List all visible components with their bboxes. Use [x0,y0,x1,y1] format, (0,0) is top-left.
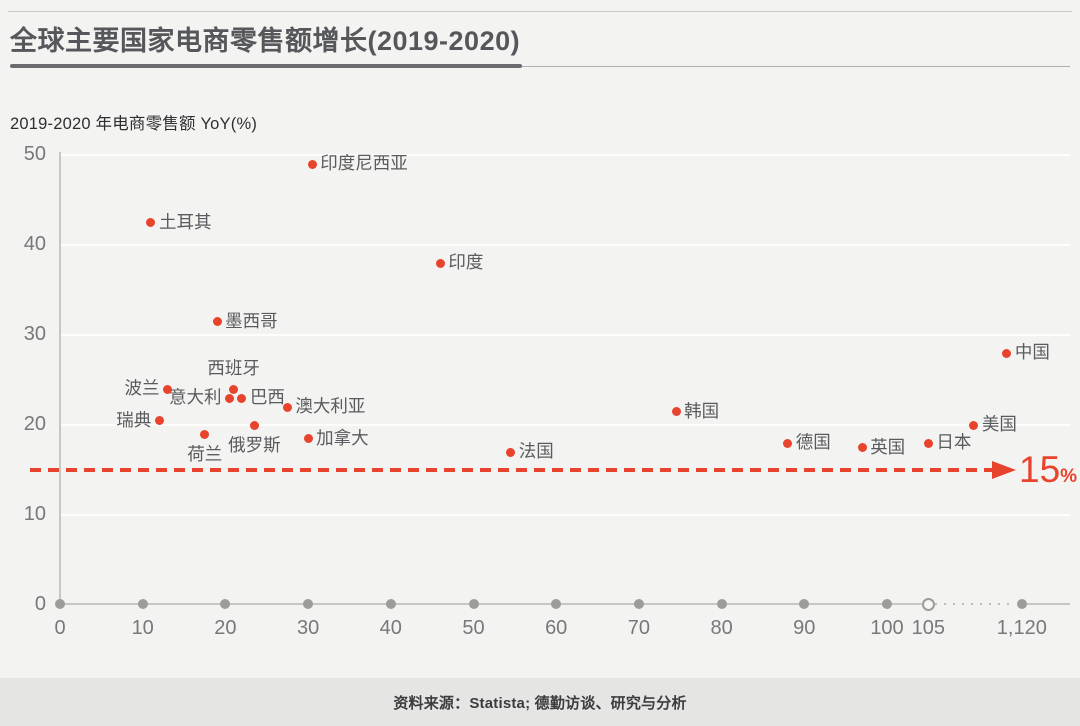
page-title: 全球主要国家电商零售额增长(2019-2020) [10,26,521,56]
data-point-label: 波兰 [124,378,160,398]
axis-tick-dot [633,599,644,609]
data-point-dot [506,447,516,457]
title-underline-extension [522,66,1070,67]
data-point-dot [923,438,933,448]
data-point-dot [671,407,681,416]
data-point-label: 韩国 [684,400,720,421]
data-point-dot [1002,348,1012,358]
reference-unit: % [1060,466,1078,487]
data-point-dot [303,434,313,443]
y-tick-label: 30 [23,323,46,345]
axis-tick-dot [303,599,314,609]
data-point-dot [212,317,222,326]
reference-arrow-icon [992,461,1016,479]
reference-label: 15% [1019,451,1077,495]
data-point-label: 澳大利亚 [295,396,366,416]
x-tick-label: 10 [131,617,154,639]
data-point-dot [969,420,979,430]
data-point-dot [200,429,210,439]
footer-band: 资料来源：Statista; 德勤访谈、研究与分析 [0,678,1080,726]
reference-line [30,468,992,472]
x-tick-label: 50 [462,617,485,639]
y-gridline [60,244,1070,246]
axis-tick-dot [921,597,935,611]
data-point-dot [154,416,164,425]
x-axis-line-tail [1027,603,1070,605]
axis-tick-dot [220,599,231,609]
y-tick-label: 40 [23,233,46,255]
x-tick-label: 90 [793,617,816,639]
axis-tick-dot [468,599,479,609]
data-point-label: 英国 [870,436,906,457]
y-gridline [60,154,1070,156]
data-point-dot [435,258,445,268]
y-gridline [60,334,1070,336]
reference-value: 15 [1019,449,1061,490]
y-gridline [60,514,1070,516]
axis-tick-dot [137,599,148,609]
data-point-dot [163,384,172,394]
x-tick-label: 20 [214,617,237,639]
axis-tick-dot [799,599,810,609]
axis-tick-dot [385,599,396,609]
data-point-dot [225,393,235,403]
data-point-dot [307,159,317,169]
data-point-label: 西班牙 [207,358,260,378]
y-tick-label: 50 [23,143,46,165]
data-point-label: 巴西 [249,387,285,407]
x-tick-label: 0 [54,617,66,639]
data-point-dot [237,393,247,403]
y-tick-label: 10 [23,503,46,525]
y-axis-line [59,152,61,605]
axis-tick-dot [55,599,65,609]
data-point-label: 美国 [981,414,1017,434]
data-point-dot [229,384,239,394]
data-point-label: 俄罗斯 [228,435,281,455]
axis-tick-dot [882,599,892,609]
data-point-label: 意大利 [169,387,222,407]
axis-tick-dot [1016,599,1027,609]
data-point-dot [249,420,259,430]
y-axis-title: 2019-2020 年电商零售额 YoY(%) [10,115,258,133]
data-point-label: 法国 [518,441,554,461]
title-underline [10,64,522,68]
x-tick-label: 70 [627,617,651,639]
x-tick-label: 80 [710,617,733,639]
data-point-label: 墨西哥 [225,310,278,331]
data-point-dot [282,402,292,412]
axis-tick-dot [551,599,562,609]
x-tick-label: 30 [296,617,320,639]
top-divider [8,11,1072,12]
x-tick-label: 1,120 [996,617,1047,639]
data-point-label: 德国 [795,432,831,452]
data-point-label: 加拿大 [316,427,369,448]
data-point-label: 印度 [448,252,484,272]
axis-tick-dot [716,599,727,609]
data-point-dot [857,443,867,452]
x-axis-line [60,603,922,605]
y-gridline [60,424,1070,426]
data-point-label: 印度尼西亚 [320,153,408,173]
x-axis-dotted-break [935,603,1016,605]
data-point-label: 中国 [1014,342,1050,362]
x-tick-label: 100 [870,617,904,639]
data-point-dot [783,438,793,448]
data-point-label: 荷兰 [187,444,223,464]
x-tick-label: 105 [911,617,946,639]
x-tick-label: 40 [379,617,402,639]
footer-source: 资料来源：Statista; 德勤访谈、研究与分析 [393,694,687,712]
data-point-label: 瑞典 [116,409,152,430]
data-point-label: 日本 [936,432,972,452]
y-tick-label: 20 [23,413,46,435]
y-tick-label: 0 [34,593,46,615]
x-tick-label: 60 [545,617,568,639]
data-point-dot [146,218,156,227]
data-point-label: 土耳其 [158,211,212,232]
